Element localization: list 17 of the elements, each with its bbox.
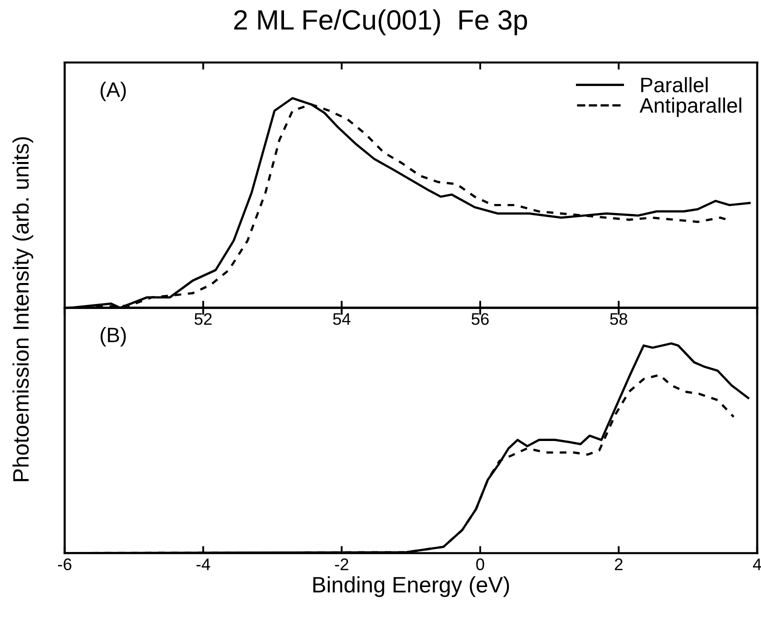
y-axis-title: Photoemission Intensity (arb. units) — [12, 137, 34, 482]
x-axis-title: Binding Energy (eV) — [313, 576, 509, 598]
legend-label: Antiparallel — [640, 98, 742, 117]
x-tick-label: 52 — [194, 313, 212, 325]
x-tick-label: -2 — [335, 558, 348, 570]
x-tick-label: 56 — [472, 313, 489, 325]
legend-label: Parallel — [641, 77, 708, 92]
x-tick-label: -6 — [58, 558, 72, 570]
annotation: (A) — [100, 82, 126, 102]
x-tick-label: 0 — [476, 558, 484, 570]
annotation: (B) — [100, 327, 126, 346]
x-tick-label: 58 — [610, 313, 628, 325]
x-tick-label: 2 — [614, 558, 622, 570]
chart-title: 2 ML Fe/Cu(001) Fe 3p — [234, 9, 528, 36]
x-tick-label: -4 — [196, 558, 210, 570]
x-tick-label: 4 — [752, 558, 761, 570]
x-tick-label: 54 — [333, 313, 350, 325]
